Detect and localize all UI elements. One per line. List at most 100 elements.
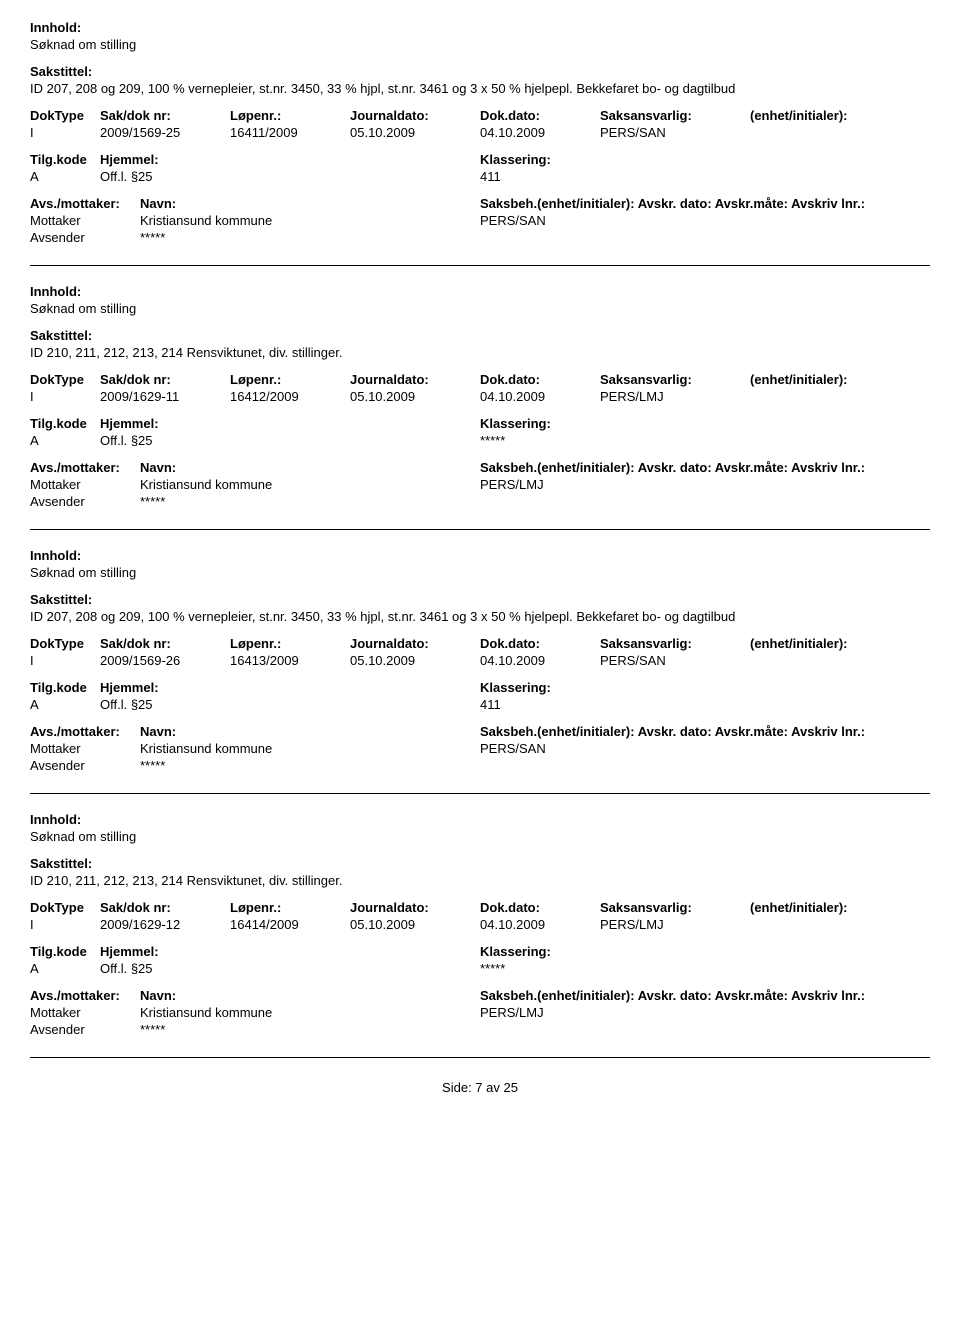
hjemmel-header: Hjemmel: xyxy=(100,680,480,695)
journaldato-header: Journaldato: xyxy=(350,108,480,123)
tilgkode-header: Tilg.kode xyxy=(30,416,100,431)
doc-data-row: I 2009/1569-26 16413/2009 05.10.2009 04.… xyxy=(30,653,930,668)
innhold-label: Innhold: xyxy=(30,284,930,299)
journal-entry: Innhold: Søknad om stilling Sakstittel: … xyxy=(30,812,930,1037)
entry-divider xyxy=(30,265,930,266)
mottaker-saksbeh: PERS/LMJ xyxy=(480,477,930,492)
lopenr-value: 16414/2009 xyxy=(230,917,350,932)
avsender-row: Avsender ***** xyxy=(30,494,930,509)
klassering-value: ***** xyxy=(480,433,930,448)
tilgkode-header: Tilg.kode xyxy=(30,944,100,959)
enhet-header: (enhet/initialer): xyxy=(750,372,910,387)
journal-entry: Innhold: Søknad om stilling Sakstittel: … xyxy=(30,548,930,773)
sakdok-value: 2009/1569-25 xyxy=(100,125,230,140)
doc-header-row: DokType Sak/dok nr: Løpenr.: Journaldato… xyxy=(30,636,930,651)
tilgkode-header: Tilg.kode xyxy=(30,152,100,167)
mottaker-row: Mottaker Kristiansund kommune PERS/SAN xyxy=(30,741,930,756)
tilg-header-row: Tilg.kode Hjemmel: Klassering: xyxy=(30,416,930,431)
mottaker-label: Mottaker xyxy=(30,477,140,492)
avs-header-row: Avs./mottaker: Navn: Saksbeh.(enhet/init… xyxy=(30,724,930,739)
avs-header-row: Avs./mottaker: Navn: Saksbeh.(enhet/init… xyxy=(30,196,930,211)
doc-data-row: I 2009/1629-12 16414/2009 05.10.2009 04.… xyxy=(30,917,930,932)
doktype-header: DokType xyxy=(30,372,100,387)
navn-header: Navn: xyxy=(140,460,480,475)
sakdok-header: Sak/dok nr: xyxy=(100,108,230,123)
saksansvarlig-header: Saksansvarlig: xyxy=(600,372,750,387)
hjemmel-value: Off.l. §25 xyxy=(100,169,480,184)
journaldato-header: Journaldato: xyxy=(350,372,480,387)
sakdok-header: Sak/dok nr: xyxy=(100,372,230,387)
mottaker-saksbeh: PERS/SAN xyxy=(480,213,930,228)
avsender-row: Avsender ***** xyxy=(30,230,930,245)
avsender-label: Avsender xyxy=(30,230,140,245)
journal-entry: Innhold: Søknad om stilling Sakstittel: … xyxy=(30,20,930,245)
saksansvarlig-value: PERS/SAN xyxy=(600,653,750,668)
enhet-header: (enhet/initialer): xyxy=(750,900,910,915)
page-footer: Side: 7 av 25 xyxy=(30,1080,930,1095)
sakstittel-label: Sakstittel: xyxy=(30,64,930,79)
dokdato-header: Dok.dato: xyxy=(480,900,600,915)
tilgkode-value: A xyxy=(30,697,100,712)
avsender-label: Avsender xyxy=(30,758,140,773)
saksansvarlig-value: PERS/LMJ xyxy=(600,917,750,932)
lopenr-header: Løpenr.: xyxy=(230,900,350,915)
sakdok-value: 2009/1629-11 xyxy=(100,389,230,404)
doc-header-row: DokType Sak/dok nr: Løpenr.: Journaldato… xyxy=(30,108,930,123)
saksansvarlig-header: Saksansvarlig: xyxy=(600,108,750,123)
avsender-navn: ***** xyxy=(140,494,480,509)
saksbeh-header: Saksbeh.(enhet/initialer): Avskr. dato: … xyxy=(480,196,930,211)
doc-header-row: DokType Sak/dok nr: Løpenr.: Journaldato… xyxy=(30,372,930,387)
dokdato-value: 04.10.2009 xyxy=(480,125,600,140)
journaldato-value: 05.10.2009 xyxy=(350,917,480,932)
innhold-text: Søknad om stilling xyxy=(30,301,930,316)
saksansvarlig-header: Saksansvarlig: xyxy=(600,900,750,915)
mottaker-label: Mottaker xyxy=(30,1005,140,1020)
avs-header-row: Avs./mottaker: Navn: Saksbeh.(enhet/init… xyxy=(30,460,930,475)
innhold-label: Innhold: xyxy=(30,812,930,827)
doc-data-row: I 2009/1569-25 16411/2009 05.10.2009 04.… xyxy=(30,125,930,140)
sakdok-value: 2009/1569-26 xyxy=(100,653,230,668)
dokdato-header: Dok.dato: xyxy=(480,108,600,123)
avsmottaker-header: Avs./mottaker: xyxy=(30,196,140,211)
doktype-value: I xyxy=(30,125,100,140)
journaldato-value: 05.10.2009 xyxy=(350,389,480,404)
navn-header: Navn: xyxy=(140,724,480,739)
mottaker-saksbeh: PERS/SAN xyxy=(480,741,930,756)
innhold-text: Søknad om stilling xyxy=(30,565,930,580)
klassering-value: 411 xyxy=(480,169,930,184)
doktype-header: DokType xyxy=(30,900,100,915)
doktype-value: I xyxy=(30,389,100,404)
avsender-navn: ***** xyxy=(140,758,480,773)
mottaker-label: Mottaker xyxy=(30,741,140,756)
innhold-text: Søknad om stilling xyxy=(30,37,930,52)
sakdok-header: Sak/dok nr: xyxy=(100,900,230,915)
hjemmel-header: Hjemmel: xyxy=(100,944,480,959)
avsender-label: Avsender xyxy=(30,494,140,509)
mottaker-row: Mottaker Kristiansund kommune PERS/LMJ xyxy=(30,1005,930,1020)
innhold-label: Innhold: xyxy=(30,548,930,563)
saksbeh-header: Saksbeh.(enhet/initialer): Avskr. dato: … xyxy=(480,988,930,1003)
innhold-label: Innhold: xyxy=(30,20,930,35)
saksansvarlig-header: Saksansvarlig: xyxy=(600,636,750,651)
tilg-data-row: A Off.l. §25 ***** xyxy=(30,961,930,976)
klassering-header: Klassering: xyxy=(480,152,930,167)
doktype-value: I xyxy=(30,917,100,932)
avsender-navn: ***** xyxy=(140,230,480,245)
avsender-saksbeh xyxy=(480,1022,930,1037)
mottaker-saksbeh: PERS/LMJ xyxy=(480,1005,930,1020)
journaldato-header: Journaldato: xyxy=(350,636,480,651)
lopenr-header: Løpenr.: xyxy=(230,108,350,123)
avsender-row: Avsender ***** xyxy=(30,1022,930,1037)
sakstittel-text: ID 207, 208 og 209, 100 % vernepleier, s… xyxy=(30,81,930,96)
doc-header-row: DokType Sak/dok nr: Løpenr.: Journaldato… xyxy=(30,900,930,915)
klassering-header: Klassering: xyxy=(480,680,930,695)
avsender-saksbeh xyxy=(480,230,930,245)
hjemmel-header: Hjemmel: xyxy=(100,152,480,167)
tilgkode-value: A xyxy=(30,433,100,448)
sakstittel-label: Sakstittel: xyxy=(30,856,930,871)
tilg-data-row: A Off.l. §25 ***** xyxy=(30,433,930,448)
sakstittel-text: ID 210, 211, 212, 213, 214 Rensviktunet,… xyxy=(30,345,930,360)
entry-divider xyxy=(30,529,930,530)
dokdato-header: Dok.dato: xyxy=(480,372,600,387)
doktype-header: DokType xyxy=(30,636,100,651)
